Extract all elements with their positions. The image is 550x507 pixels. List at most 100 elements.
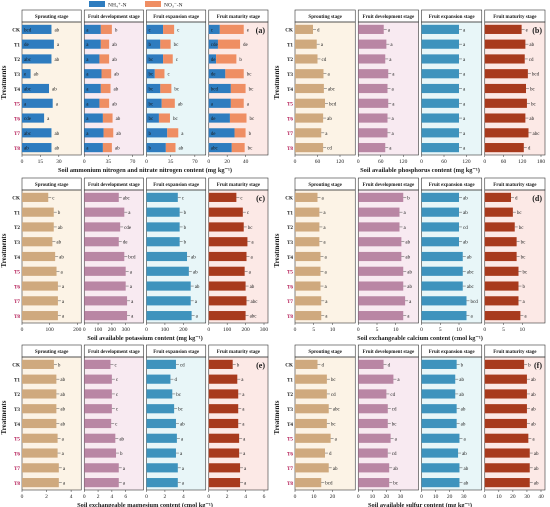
bar bbox=[208, 404, 239, 414]
bar bbox=[484, 266, 519, 276]
significance-letter: c bbox=[247, 211, 250, 216]
bar bbox=[295, 39, 317, 49]
significance-letter: d bbox=[329, 452, 332, 457]
significance-letter: a bbox=[247, 102, 250, 107]
stage-header-label: Fruit expansion stage bbox=[429, 15, 476, 20]
bar-nh4 bbox=[84, 24, 101, 34]
significance-letter: ab bbox=[534, 452, 539, 457]
significance-letter: ab bbox=[463, 196, 468, 201]
x-tick-label: 30 bbox=[461, 494, 467, 500]
bar bbox=[208, 433, 240, 443]
significance-letter: b bbox=[149, 43, 152, 48]
bar-nh4 bbox=[146, 128, 168, 138]
bar bbox=[84, 463, 119, 473]
x-tick-label: 0 bbox=[207, 494, 210, 500]
bar bbox=[421, 296, 467, 306]
significance-letter: ab bbox=[405, 241, 410, 246]
bar bbox=[208, 222, 244, 232]
bar bbox=[208, 418, 239, 429]
significance-letter: ab bbox=[534, 467, 539, 472]
significance-letter: b bbox=[461, 363, 464, 368]
bar bbox=[484, 404, 527, 414]
bar bbox=[421, 311, 467, 321]
significance-letter: a bbox=[62, 300, 65, 305]
treatment-label: T4 bbox=[287, 87, 293, 93]
stage-subplot: Sprouting stage a a a a a a a a a 0 5 10 bbox=[294, 177, 356, 333]
significance-letter: bc bbox=[173, 117, 179, 122]
significance-letter: a bbox=[243, 452, 246, 457]
bar bbox=[295, 404, 329, 414]
significance-letter: abc bbox=[328, 88, 336, 93]
legend-label: NH₄⁺-N bbox=[108, 2, 127, 9]
bar bbox=[84, 251, 125, 262]
significance-letter: a bbox=[523, 300, 526, 305]
significance-letter: e bbox=[247, 28, 250, 33]
bar bbox=[295, 448, 325, 458]
treatment-label: T1 bbox=[287, 42, 293, 48]
bar-no3 bbox=[230, 83, 246, 94]
significance-letter: b bbox=[120, 452, 123, 457]
bar-nh4 bbox=[84, 39, 101, 49]
x-tick-label: 20 bbox=[384, 494, 390, 500]
x-axis-label: Soil available sulfur content (mg kg⁻¹) bbox=[368, 502, 472, 507]
significance-letter: a bbox=[322, 196, 325, 201]
significance-letter: a bbox=[389, 147, 392, 152]
bar bbox=[295, 69, 324, 79]
significance-letter: a bbox=[62, 315, 65, 320]
bar-nh4 bbox=[22, 143, 52, 153]
treatment-label: T7 bbox=[287, 131, 293, 137]
stage-header-label: Fruit maturity stage bbox=[217, 183, 261, 188]
bar-no3 bbox=[160, 83, 172, 94]
bar bbox=[421, 113, 459, 123]
significance-letter: bc bbox=[250, 117, 256, 122]
significance-letter: ab bbox=[56, 241, 61, 246]
significance-letter: a bbox=[392, 132, 395, 137]
bar bbox=[22, 433, 58, 443]
bar-no3 bbox=[160, 39, 171, 49]
bar bbox=[84, 266, 126, 276]
significance-letter: ab bbox=[531, 423, 536, 428]
bar bbox=[295, 311, 322, 321]
significance-letter: bc bbox=[149, 117, 155, 122]
treatments-axis-label: Treatments bbox=[0, 400, 8, 434]
bar-nh4 bbox=[84, 54, 100, 64]
significance-letter: ab bbox=[461, 408, 466, 413]
treatment-label: T8 bbox=[287, 314, 293, 320]
significance-letter: bc bbox=[521, 241, 527, 246]
significance-letter: a bbox=[56, 102, 59, 107]
bar-no3 bbox=[100, 83, 111, 94]
bar bbox=[22, 389, 57, 399]
bar bbox=[421, 463, 460, 473]
stage-header-label: Fruit expansion stage bbox=[153, 350, 200, 355]
significance-letter: bc bbox=[393, 482, 399, 487]
significance-letter: ab bbox=[179, 147, 184, 152]
x-tick-label: 120 bbox=[518, 159, 527, 165]
significance-letter: a bbox=[325, 132, 328, 137]
bar bbox=[484, 418, 527, 429]
x-tick-label: 120 bbox=[462, 159, 471, 165]
stage-header-label: Fruit development stage bbox=[363, 183, 415, 188]
bar bbox=[22, 237, 53, 247]
bar bbox=[22, 448, 58, 458]
bar-no3 bbox=[163, 54, 173, 64]
significance-letter: d bbox=[515, 196, 518, 201]
bar bbox=[421, 237, 459, 247]
x-tick-label: 0 bbox=[357, 327, 360, 333]
significance-letter: a bbox=[86, 58, 89, 63]
significance-letter: ab bbox=[112, 102, 117, 107]
bar bbox=[295, 222, 320, 232]
significance-letter: bc bbox=[176, 393, 182, 398]
bar bbox=[484, 113, 526, 123]
bar-nh4 bbox=[146, 54, 164, 64]
significance-letter: de bbox=[211, 58, 217, 63]
bar-no3 bbox=[216, 54, 237, 64]
significance-letter: a bbox=[86, 147, 89, 152]
bar-nh4 bbox=[146, 83, 161, 94]
treatment-label: T8 bbox=[287, 146, 293, 152]
bar bbox=[146, 389, 173, 399]
significance-letter: de bbox=[211, 132, 217, 137]
